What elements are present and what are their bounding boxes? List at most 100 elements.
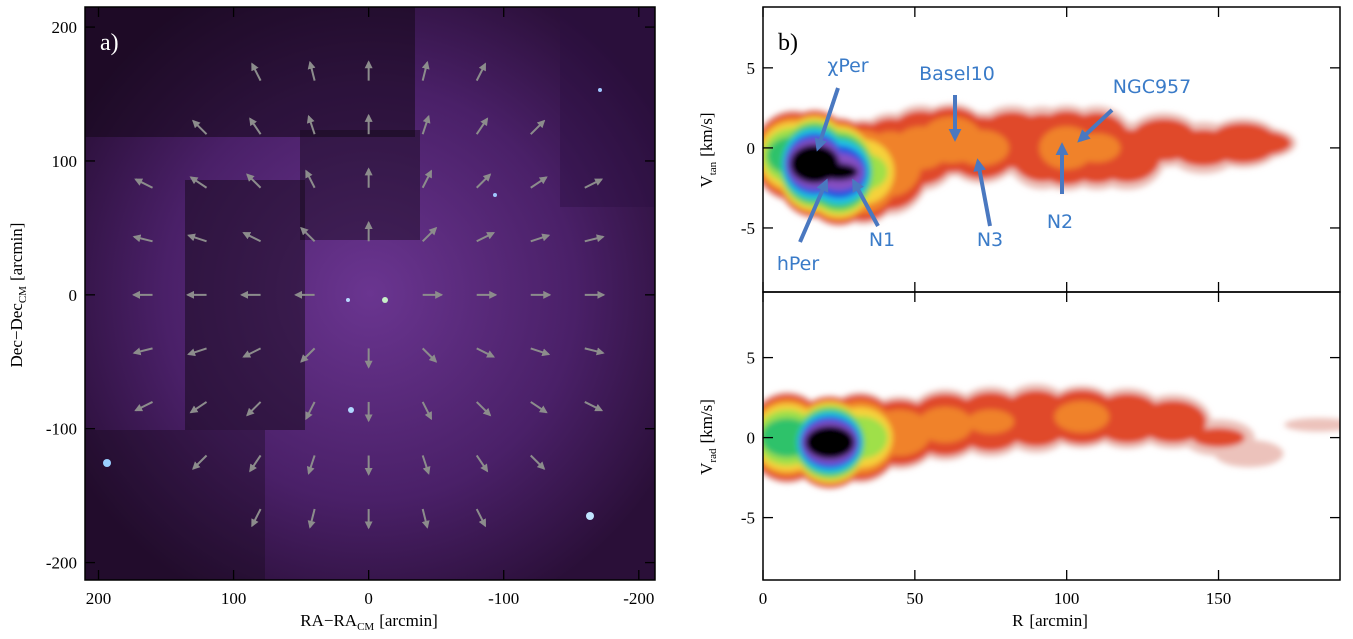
- annotation-arrow: [852, 178, 880, 227]
- x-tick-label: 150: [1206, 589, 1232, 608]
- velocity-arrow: [475, 62, 487, 82]
- panel-label: b): [778, 30, 798, 56]
- panel-label: a): [100, 30, 119, 56]
- y-tick-label: 100: [52, 152, 78, 171]
- label-part: Dec−Dec: [7, 303, 26, 368]
- annotation: N2: [1047, 211, 1073, 233]
- velocity-arrow: [189, 401, 208, 414]
- velocity-arrow: [530, 401, 548, 414]
- x-tick-label: 0: [759, 589, 768, 608]
- y-tick-label: -100: [46, 420, 77, 439]
- velocity-arrow: [251, 508, 262, 528]
- velocity-arrow: [421, 508, 430, 529]
- label-sub: tan: [707, 161, 719, 175]
- annotation: N1: [869, 229, 895, 251]
- y-tick-label: 0: [69, 286, 78, 305]
- plot-frame: [84, 6, 656, 581]
- label-part: V: [697, 175, 716, 188]
- velocity-arrow: [475, 508, 487, 528]
- velocity-arrow: [530, 347, 551, 357]
- velocity-arrow: [300, 226, 316, 242]
- density-level: [917, 406, 973, 443]
- velocity-arrow: [421, 114, 431, 135]
- velocity-arrow: [421, 226, 438, 242]
- velocity-arrow: [251, 62, 262, 82]
- label-part: RA−RA: [300, 611, 358, 630]
- velocity-arrow: [246, 401, 262, 417]
- annotation: χPer: [827, 55, 868, 77]
- velocity-arrow: [421, 347, 438, 363]
- velocity-arrow: [192, 454, 208, 470]
- velocity-arrow: [476, 173, 492, 189]
- label-sub: CM: [357, 621, 374, 633]
- velocity-arrow: [132, 234, 153, 243]
- velocity-arrow: [307, 508, 316, 529]
- velocity-arrow: [530, 119, 546, 135]
- label-part: R: [1012, 611, 1024, 630]
- density-level: [1284, 418, 1340, 432]
- velocity-arrow: [475, 117, 489, 135]
- velocity-arrow: [134, 401, 153, 412]
- density-level: [819, 163, 859, 181]
- density-level: [1224, 130, 1292, 156]
- density-map: [763, 103, 1297, 227]
- annotation-arrow: [814, 87, 840, 152]
- velocity-arrow: [421, 401, 433, 421]
- density-level: [954, 129, 1010, 166]
- velocity-arrow: [584, 178, 604, 189]
- annotation: N3: [977, 229, 1003, 251]
- plot-frame: [762, 291, 1341, 581]
- density-map: [763, 383, 1340, 490]
- y-axis-label: Vrad [km/s]: [697, 399, 719, 475]
- velocity-arrow: [187, 347, 207, 357]
- x-axis-label: RA−RACM [arcmin]: [300, 611, 437, 633]
- velocity-arrow: [300, 347, 316, 363]
- velocity-arrow: [584, 401, 604, 412]
- velocity-arrow: [306, 455, 316, 475]
- y-tick-label: 5: [747, 59, 756, 78]
- velocity-arrow: [421, 169, 433, 189]
- velocity-arrow: [476, 231, 496, 243]
- label-unit: [arcmin]: [379, 611, 438, 630]
- velocity-arrow: [192, 119, 208, 135]
- y-axis-label: Dec−DecCM [arcmin]: [7, 223, 29, 368]
- y-tick-label: 0: [747, 139, 756, 158]
- velocity-arrow: [249, 454, 262, 473]
- density-level: [1054, 401, 1110, 433]
- label-sub: CM: [17, 286, 29, 303]
- density-level: [1214, 440, 1284, 468]
- y-tick-label: -200: [46, 554, 77, 573]
- velocity-arrow: [530, 454, 546, 470]
- y-tick-label: -5: [741, 219, 755, 238]
- velocity-arrow: [249, 117, 262, 135]
- annotation: NGC957: [1113, 76, 1191, 98]
- x-tick-label: 0: [364, 589, 373, 608]
- density-level: [805, 425, 855, 460]
- annotation: hPer: [777, 253, 820, 275]
- y-tick-label: 200: [52, 18, 78, 37]
- velocity-arrow: [134, 178, 153, 189]
- velocity-arrow: [246, 173, 262, 189]
- x-tick-label: 50: [906, 589, 923, 608]
- density-level: [1192, 427, 1245, 448]
- x-tick-label: 100: [221, 589, 247, 608]
- annotation-arrow: [1077, 108, 1114, 143]
- label-unit: [km/s]: [697, 112, 716, 156]
- velocity-arrow: [189, 176, 208, 189]
- y-tick-label: -5: [741, 509, 755, 528]
- label-unit: [arcmin]: [7, 223, 26, 282]
- velocity-arrow: [307, 60, 316, 81]
- label-unit: [arcmin]: [1029, 611, 1088, 630]
- velocity-arrow: [242, 231, 262, 243]
- velocity-arrow: [306, 114, 316, 135]
- density-level: [967, 409, 1015, 434]
- velocity-arrow: [530, 176, 548, 189]
- velocity-arrow: [530, 233, 551, 243]
- velocity-arrow: [421, 455, 431, 475]
- velocity-arrow: [584, 347, 605, 356]
- annotation-arrow: [973, 158, 992, 227]
- y-tick-label: 0: [747, 429, 756, 448]
- annotation-arrow: [798, 178, 829, 243]
- velocity-arrow: [584, 234, 605, 243]
